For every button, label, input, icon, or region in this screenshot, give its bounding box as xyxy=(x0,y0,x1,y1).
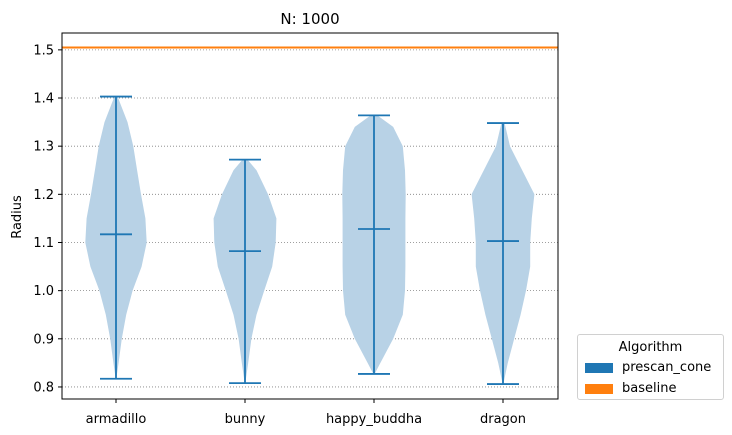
legend-item-prescan-cone: prescan_cone xyxy=(585,360,711,375)
legend-item-baseline: baseline xyxy=(585,381,676,396)
y-tick-label: 1.0 xyxy=(33,284,54,299)
y-tick-label: 1.2 xyxy=(33,188,54,203)
legend-title: Algorithm xyxy=(618,340,683,355)
legend: Algorithm prescan_cone baseline xyxy=(577,334,724,400)
y-tick-label: 1.5 xyxy=(33,43,54,58)
y-tick-label: 1.4 xyxy=(33,92,54,107)
violins xyxy=(85,95,535,385)
y-axis-ticks: 0.8 0.9 1.0 1.1 1.2 1.3 1.4 1.5 xyxy=(33,43,62,395)
x-tick-label: armadillo xyxy=(86,412,147,427)
legend-label-baseline: baseline xyxy=(622,381,677,396)
plot-frame xyxy=(61,32,559,400)
chart-title: N: 1000 xyxy=(280,10,339,28)
legend-swatch-prescan-cone xyxy=(585,362,613,373)
legend-label-prescan-cone: prescan_cone xyxy=(622,360,712,375)
y-tick-label: 1.1 xyxy=(33,236,54,251)
legend-swatch-baseline xyxy=(585,383,613,394)
y-tick-label: 1.3 xyxy=(33,140,54,155)
x-tick-label: happy_buddha xyxy=(326,412,422,427)
x-axis-ticks: armadillo bunny happy_buddha dragon xyxy=(86,399,526,427)
y-tick-label: 0.8 xyxy=(33,380,54,395)
y-tick-label: 0.9 xyxy=(33,332,54,347)
x-tick-label: bunny xyxy=(225,412,266,427)
x-tick-label: dragon xyxy=(480,412,526,427)
y-axis-label: Radius xyxy=(10,195,25,239)
